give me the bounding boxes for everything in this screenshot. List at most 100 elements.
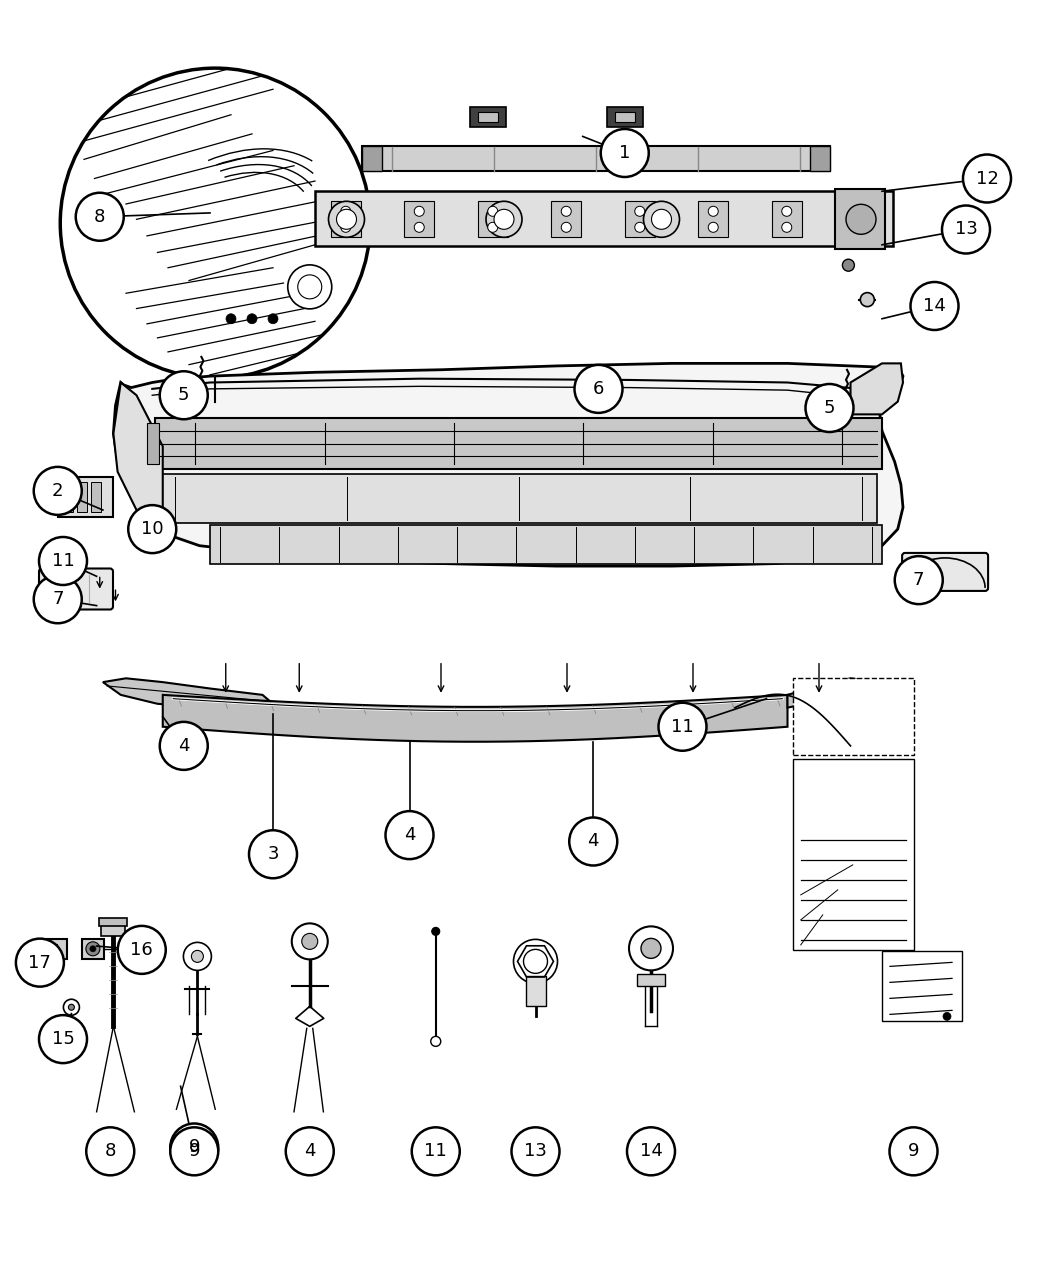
Text: 11: 11 <box>424 1142 447 1160</box>
Circle shape <box>68 1005 75 1010</box>
FancyBboxPatch shape <box>551 201 582 237</box>
Circle shape <box>709 222 718 232</box>
Circle shape <box>895 556 943 604</box>
Circle shape <box>118 926 166 974</box>
Circle shape <box>486 201 522 237</box>
Text: 4: 4 <box>304 1142 315 1160</box>
Circle shape <box>34 467 82 515</box>
Circle shape <box>329 201 364 237</box>
Circle shape <box>268 314 278 324</box>
Text: 11: 11 <box>671 718 694 736</box>
Text: 7: 7 <box>52 590 63 608</box>
Text: 17: 17 <box>28 954 51 972</box>
Circle shape <box>432 927 440 936</box>
Text: 4: 4 <box>178 737 189 755</box>
Circle shape <box>184 942 211 970</box>
Circle shape <box>60 68 371 379</box>
Text: 14: 14 <box>639 1142 663 1160</box>
FancyBboxPatch shape <box>793 759 914 950</box>
Circle shape <box>942 205 990 254</box>
Circle shape <box>415 222 424 232</box>
Polygon shape <box>163 695 788 742</box>
Circle shape <box>301 933 318 950</box>
FancyBboxPatch shape <box>882 951 962 1021</box>
Text: 2: 2 <box>52 482 63 500</box>
Circle shape <box>430 1037 441 1047</box>
FancyBboxPatch shape <box>478 112 499 122</box>
FancyBboxPatch shape <box>478 201 508 237</box>
Text: 16: 16 <box>130 941 153 959</box>
Circle shape <box>249 830 297 878</box>
FancyBboxPatch shape <box>45 944 57 956</box>
Text: 14: 14 <box>923 297 946 315</box>
Text: 7: 7 <box>914 571 924 589</box>
Circle shape <box>651 209 672 230</box>
Text: 4: 4 <box>404 826 415 844</box>
Circle shape <box>524 950 547 973</box>
Polygon shape <box>103 678 273 711</box>
Circle shape <box>160 722 208 770</box>
Circle shape <box>805 384 854 432</box>
Circle shape <box>846 204 876 235</box>
FancyBboxPatch shape <box>835 189 885 250</box>
Polygon shape <box>850 363 903 414</box>
Text: 11: 11 <box>51 552 75 570</box>
Text: 4: 4 <box>588 833 598 850</box>
Circle shape <box>63 1000 80 1015</box>
Circle shape <box>782 207 792 217</box>
FancyBboxPatch shape <box>902 553 988 590</box>
Circle shape <box>170 1127 218 1176</box>
Circle shape <box>910 282 959 330</box>
Circle shape <box>601 129 649 177</box>
Text: 9: 9 <box>908 1142 919 1160</box>
Circle shape <box>640 938 662 959</box>
FancyBboxPatch shape <box>102 924 125 936</box>
Circle shape <box>842 259 855 272</box>
Circle shape <box>562 207 571 217</box>
Text: 5: 5 <box>824 399 835 417</box>
Circle shape <box>635 222 645 232</box>
Text: 9: 9 <box>189 1142 200 1160</box>
Circle shape <box>336 209 357 230</box>
Circle shape <box>644 201 679 237</box>
Circle shape <box>860 293 875 306</box>
FancyBboxPatch shape <box>362 147 382 171</box>
FancyBboxPatch shape <box>315 191 892 246</box>
Text: 5: 5 <box>178 386 189 404</box>
Circle shape <box>782 222 792 232</box>
FancyBboxPatch shape <box>39 569 113 609</box>
Circle shape <box>494 209 514 230</box>
Circle shape <box>128 505 176 553</box>
Text: 10: 10 <box>141 520 164 538</box>
Circle shape <box>160 371 208 419</box>
Text: 6: 6 <box>593 380 604 398</box>
FancyBboxPatch shape <box>77 482 87 513</box>
Polygon shape <box>788 678 898 711</box>
Circle shape <box>963 154 1011 203</box>
FancyBboxPatch shape <box>793 678 914 755</box>
Circle shape <box>286 1127 334 1176</box>
FancyBboxPatch shape <box>614 112 635 122</box>
Text: 3: 3 <box>268 845 278 863</box>
Circle shape <box>415 207 424 217</box>
Circle shape <box>629 927 673 970</box>
Circle shape <box>292 923 328 959</box>
FancyBboxPatch shape <box>362 147 830 171</box>
Circle shape <box>341 222 351 232</box>
FancyBboxPatch shape <box>63 482 74 513</box>
Text: 8: 8 <box>94 208 105 226</box>
FancyBboxPatch shape <box>470 107 506 128</box>
FancyBboxPatch shape <box>607 107 643 128</box>
FancyBboxPatch shape <box>161 474 877 523</box>
FancyBboxPatch shape <box>210 525 882 564</box>
FancyBboxPatch shape <box>82 938 104 959</box>
Circle shape <box>511 1127 560 1176</box>
Text: 1: 1 <box>620 144 630 162</box>
Circle shape <box>709 207 718 217</box>
Circle shape <box>627 1127 675 1176</box>
Circle shape <box>247 314 257 324</box>
Circle shape <box>170 1123 218 1172</box>
FancyBboxPatch shape <box>698 201 729 237</box>
Circle shape <box>412 1127 460 1176</box>
FancyBboxPatch shape <box>58 477 113 518</box>
